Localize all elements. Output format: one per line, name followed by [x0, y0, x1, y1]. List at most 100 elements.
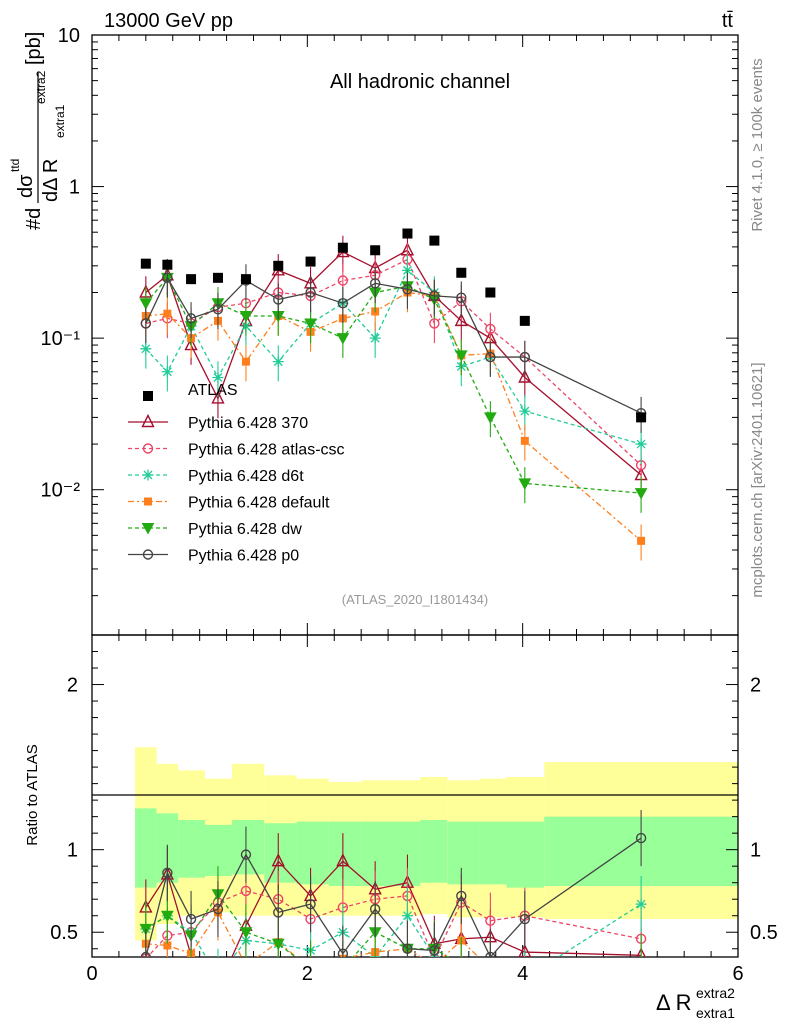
y-tick-label-main: 10⁻¹: [41, 328, 81, 350]
ratio-point-pythia-6-428-p0: [635, 832, 647, 844]
x-label-sup: extra2: [696, 985, 735, 1001]
series-point-pythia-6-428-p0: [456, 292, 467, 303]
band-inner-bin: [231, 819, 265, 875]
series-point-pythia-6-428-p0: [273, 294, 284, 305]
data-point-atlas: [402, 228, 413, 239]
ratio-point-pythia-6-428-atlas-csc: [485, 915, 496, 926]
ratio-line-pythia-6-428-dw: [145, 893, 450, 957]
ratio-point-pythia-6-428-dw: [519, 997, 530, 1007]
series-point-pythia-6-428-p0: [305, 287, 316, 298]
series-point-pythia-6-428-d6t: [161, 366, 173, 378]
series-point-pythia-6-428-dw: [518, 478, 532, 490]
series-point-pythia-6-428-d6t: [272, 356, 284, 368]
series-point-pythia-6-428-default: [241, 357, 250, 366]
ratio-point-pythia-6-428-dw: [161, 910, 174, 923]
ratio-point-pythia-6-428-p0: [140, 951, 152, 957]
y-label-unit: [pb]: [23, 32, 45, 65]
legend-marker-pythia-6-428-atlas-csc: [142, 443, 154, 454]
y-tick-label-ratio-left: 1: [67, 840, 78, 862]
legend-label-pythia-6-428-d6t: Pythia 6.428 d6t: [188, 468, 304, 485]
series-point-pythia-6-428-p0: [140, 318, 152, 329]
y-tick-label-ratio-left: 2: [67, 675, 78, 697]
series-point-pythia-6-428-dw: [304, 318, 317, 330]
ratio-point-pythia-6-428-dw: [456, 961, 467, 971]
ratio-point-pythia-6-428-p0: [162, 867, 173, 878]
data-point-atlas: [485, 287, 496, 298]
series-point-pythia-6-428-p0: [485, 351, 496, 363]
series-point-pythia-6-428-370: [211, 390, 225, 404]
ratio-point-pythia-6-428-dw: [337, 964, 348, 974]
x-axis-label: Δ R extra1 extra2: [656, 985, 735, 1021]
series-point-pythia-6-428-370: [454, 312, 468, 327]
legend-label-pythia-6-428-p0: Pythia 6.428 p0: [188, 548, 299, 565]
ratio-point-pythia-6-428-p0: [485, 951, 496, 957]
data-point-atlas: [456, 267, 467, 278]
x-label-main: Δ R: [656, 990, 691, 1015]
series-point-pythia-6-428-p0: [519, 351, 531, 363]
series-point-pythia-6-428-p0: [337, 298, 349, 309]
y-label-denominator-sub: extra1: [53, 104, 67, 138]
series-point-pythia-6-428-atlas-csc: [485, 323, 496, 335]
plot-title: All hadronic channel: [330, 71, 510, 93]
ratio-point-pythia-6-428-d6t: [456, 968, 467, 979]
legend-label-atlas: ATLAS: [188, 382, 238, 399]
legend-marker-atlas: [143, 391, 153, 401]
legend: ATLAS Pythia 6.428 370 Pythia 6.428 atlas-…: [128, 382, 345, 565]
x-label-sub: extra1: [696, 1005, 735, 1021]
ratio-point-pythia-6-428-p0: [240, 849, 252, 860]
data-point-atlas: [429, 235, 440, 246]
ratio-point-pythia-6-428-p0: [456, 890, 467, 902]
ratio-point-pythia-6-428-p0: [429, 945, 440, 956]
legend-label-pythia-6-428-370: Pythia 6.428 370: [188, 415, 308, 432]
data-point-atlas: [305, 256, 316, 267]
y-label-denominator-sup: extra2: [34, 70, 48, 104]
data-point-atlas: [140, 258, 151, 269]
ratio-point-pythia-6-428-370: [336, 853, 350, 867]
y-tick-label-main: 1: [69, 177, 80, 199]
analysis-tag: (ATLAS_2020_I1801434): [342, 592, 488, 607]
y-tick-label-ratio-right: 1: [750, 840, 761, 862]
legend-marker-pythia-6-428-370: [141, 413, 155, 428]
ratio-point-pythia-6-428-default: [242, 961, 250, 969]
series-point-pythia-6-428-p0: [212, 304, 224, 315]
x-tick-label: 6: [732, 963, 743, 985]
rivet-version-label: Rivet 4.1.0, ≥ 100k events: [749, 58, 766, 231]
ratio-y-axis-label: Ratio to ATLAS: [24, 744, 41, 845]
series-point-pythia-6-428-dw: [484, 412, 497, 424]
legend-marker-pythia-6-428-dw: [141, 523, 155, 535]
legend-marker-pythia-6-428-p0: [142, 549, 154, 560]
band-inner-bin: [296, 821, 329, 885]
series-point-pythia-6-428-dw: [454, 350, 468, 362]
data-point-atlas: [337, 242, 348, 253]
main-plot-series: [139, 228, 648, 561]
ratio-point-pythia-6-428-d6t: [635, 898, 647, 910]
ratio-point-pythia-6-428-dw: [634, 956, 648, 957]
series-point-pythia-6-428-default: [163, 309, 172, 318]
series-point-pythia-6-428-370: [518, 369, 532, 383]
ratio-point-pythia-6-428-atlas-csc: [240, 885, 252, 897]
ratio-point-pythia-6-428-default: [486, 965, 494, 973]
main-y-axis-label: #d dσ ttd dΔ R extra1 extra2 [pb]: [8, 32, 67, 230]
series-point-pythia-6-428-d6t: [140, 343, 152, 355]
legend-label-pythia-6-428-default: Pythia 6.428 default: [188, 495, 330, 512]
legend-label-pythia-6-428-atlas-csc: Pythia 6.428 atlas-csc: [188, 442, 345, 459]
series-point-pythia-6-428-atlas-csc: [337, 275, 349, 286]
ratio-point-pythia-6-428-d6t: [489, 956, 492, 957]
series-point-pythia-6-428-d6t: [519, 405, 531, 417]
y-tick-label-main: 10⁻²: [41, 480, 81, 502]
series-point-pythia-6-428-dw: [239, 310, 253, 323]
band-inner-bin: [135, 808, 157, 888]
ratio-uncertainty-bands: [135, 747, 738, 941]
beam-label: 13000 GeV pp: [104, 10, 233, 32]
series-point-pythia-6-428-dw: [336, 333, 350, 345]
series-point-pythia-6-428-dw: [634, 488, 648, 500]
series-line-pythia-6-428-default: [145, 291, 642, 542]
ratio-point-pythia-6-428-370: [212, 982, 223, 993]
ratio-point-pythia-6-428-default: [430, 961, 438, 969]
series-point-pythia-6-428-dw: [139, 298, 153, 310]
series-point-pythia-6-428-p0: [402, 284, 413, 295]
mcplots-label: mcplots.cern.ch [arXiv:2401.10621]: [749, 362, 766, 597]
x-tick-label: 0: [86, 963, 97, 985]
y-label-prefix: #d: [23, 208, 45, 230]
